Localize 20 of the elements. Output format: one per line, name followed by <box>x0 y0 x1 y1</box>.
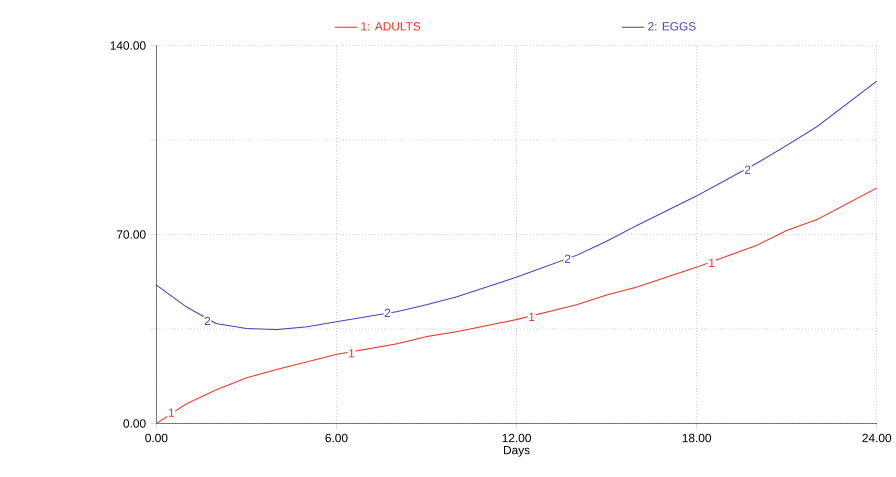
x-tick-label: 0.00 <box>145 434 168 442</box>
x-tick-label: 24.00 <box>862 434 892 442</box>
y-tick-label: 140.00 <box>110 41 146 50</box>
y-tick-label: 70.00 <box>116 230 146 239</box>
annotation: 2 <box>744 166 750 174</box>
x-tick-label: 12.00 <box>502 434 531 442</box>
annotation: 1 <box>709 258 714 267</box>
annotation: 1 <box>529 312 534 321</box>
line-series <box>156 80 877 330</box>
legend-label: 2: EGGS <box>648 22 696 31</box>
annotation: 2 <box>564 254 570 263</box>
x-tick-label: 6.00 <box>325 434 348 442</box>
annotation: 1 <box>349 349 354 358</box>
x-tick-label: 18.00 <box>682 434 712 442</box>
x-axis-title: Days <box>504 446 530 457</box>
annotation: 2 <box>384 308 390 317</box>
y-tick-label: 0.00 <box>123 419 146 428</box>
annotation: 2 <box>204 316 210 326</box>
legend-label: 1: ADULTS <box>361 22 420 31</box>
annotation: 1 <box>168 408 174 417</box>
